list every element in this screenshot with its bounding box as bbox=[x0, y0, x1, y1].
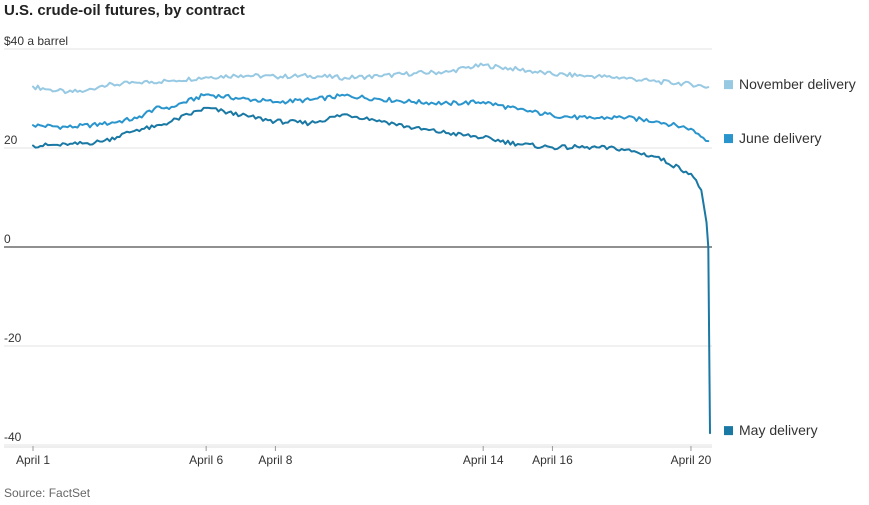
series-line bbox=[32, 62, 710, 95]
series-line bbox=[32, 93, 710, 143]
legend-swatch bbox=[724, 134, 733, 144]
series-lines bbox=[32, 62, 711, 435]
chart-title: U.S. crude-oil futures, by contract bbox=[4, 2, 245, 19]
x-tick-label: April 14 bbox=[463, 453, 504, 467]
legend-label: May delivery bbox=[739, 422, 818, 438]
legend-label: June delivery bbox=[739, 130, 822, 146]
legend-label: November delivery bbox=[739, 76, 856, 92]
legend-swatch bbox=[724, 426, 733, 436]
x-tick-label: April 16 bbox=[532, 453, 573, 467]
y-tick-label: -20 bbox=[4, 331, 22, 345]
source-note: Source: FactSet bbox=[4, 486, 91, 500]
x-tick-label: April 8 bbox=[258, 453, 292, 467]
x-tick-label: April 6 bbox=[189, 453, 223, 467]
legend: November delivery June delivery May delive… bbox=[724, 76, 856, 438]
x-axis: April 1 April 6 April 8 April 14 April 16 Apr… bbox=[4, 446, 712, 467]
gridlines: $40 a barrel 20 0 -20 -40 bbox=[4, 34, 712, 446]
legend-swatch bbox=[724, 80, 733, 90]
y-tick-label: 0 bbox=[4, 232, 11, 246]
y-tick-label: -40 bbox=[4, 430, 22, 444]
y-tick-label: $40 a barrel bbox=[4, 34, 68, 48]
y-tick-label: 20 bbox=[4, 133, 18, 147]
x-tick-label: April 20 bbox=[671, 453, 712, 467]
series-line bbox=[32, 106, 711, 435]
x-tick-label: April 1 bbox=[16, 453, 50, 467]
